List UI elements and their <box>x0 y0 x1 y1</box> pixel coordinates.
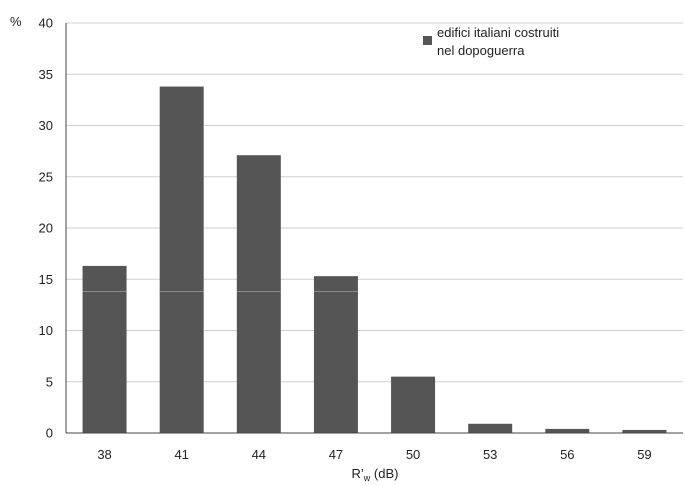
y-tick-label: 20 <box>39 221 53 236</box>
bar-44 <box>236 155 281 433</box>
x-tick-label: 59 <box>637 447 651 462</box>
x-axis-label-unit: (dB) <box>370 466 398 481</box>
x-axis-label-main: R’ <box>352 466 364 481</box>
bars <box>82 86 667 434</box>
bar-47 <box>313 276 358 433</box>
y-tick-label: 10 <box>39 323 53 338</box>
bar-38 <box>82 265 127 433</box>
x-tick-label: 47 <box>329 447 343 462</box>
y-tick-label: 15 <box>39 272 53 287</box>
x-tick-label: 56 <box>560 447 574 462</box>
bar-53 <box>468 423 513 433</box>
x-tick-label: 50 <box>406 447 420 462</box>
x-tick-label: 38 <box>97 447 111 462</box>
y-tick-label: 30 <box>39 118 53 133</box>
bar-59 <box>622 429 667 433</box>
y-axis-label: % <box>10 14 22 29</box>
bar-56 <box>545 428 590 433</box>
legend: edifici italiani costruiti nel dopoguerr… <box>423 25 559 58</box>
x-axis-label-subscript: w <box>363 473 371 483</box>
y-tick-label: 35 <box>39 67 53 82</box>
legend-swatch <box>423 36 432 45</box>
legend-label-line-1: edifici italiani costruiti <box>437 25 559 40</box>
x-tick-label: 53 <box>483 447 497 462</box>
y-tick-label: 0 <box>46 426 53 441</box>
bar-50 <box>391 376 436 433</box>
bar-41 <box>159 86 204 434</box>
y-tick-label: 5 <box>46 374 53 389</box>
legend-label-line-2: nel dopoguerra <box>437 43 525 58</box>
y-tick-label: 25 <box>39 169 53 184</box>
x-tick-label: 41 <box>174 447 188 462</box>
gridlines <box>66 22 683 383</box>
y-tick-label: 40 <box>39 16 53 31</box>
x-axis-label: R’w (dB) <box>352 466 399 483</box>
x-tick-label: 44 <box>252 447 266 462</box>
axes: 0 5 10 15 20 25 30 35 40 38 41 44 47 50 53 56 59 <box>39 16 683 462</box>
